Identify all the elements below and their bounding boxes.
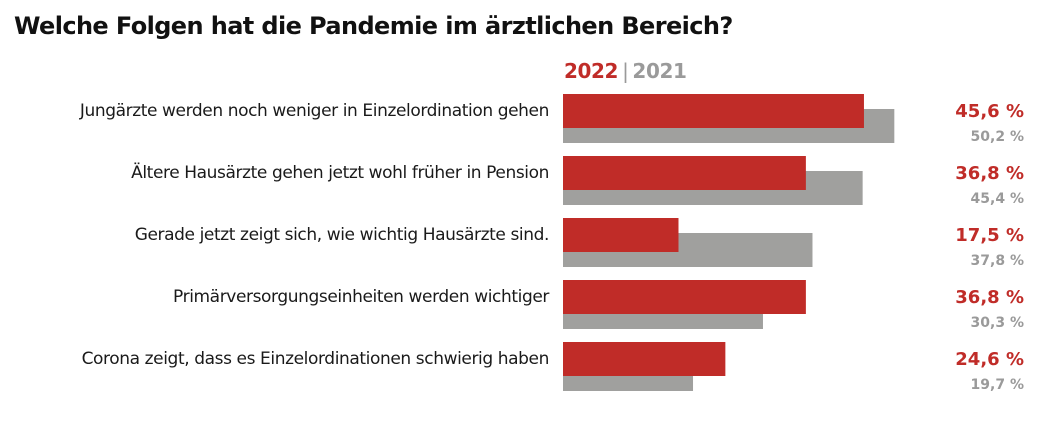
bar-2022 [563, 342, 726, 376]
value-label-2022: 24,6 % [955, 349, 1024, 370]
category-label: Jungärzte werden noch weniger in Einzelo… [79, 101, 549, 121]
category-label: Primärversorgungseinheiten werden wichti… [173, 287, 549, 307]
legend-2021: 2021 [632, 59, 687, 83]
legend-separator: | [622, 59, 629, 83]
category-label: Gerade jetzt zeigt sich, wie wichtig Hau… [135, 225, 549, 245]
value-label-2022: 36,8 % [955, 163, 1024, 184]
legend: 2022 | 2021 [564, 59, 687, 83]
legend-2022: 2022 [564, 59, 619, 83]
value-label-2021: 19,7 % [971, 377, 1024, 393]
value-label-2022: 45,6 % [955, 101, 1024, 122]
bar-2022 [563, 156, 806, 190]
value-label-2022: 17,5 % [955, 225, 1024, 246]
value-label-2021: 37,8 % [971, 253, 1024, 269]
category-label: Ältere Hausärzte gehen jetzt wohl früher… [131, 162, 549, 183]
chart-title: Welche Folgen hat die Pandemie im ärztli… [14, 12, 733, 40]
category-label: Corona zeigt, dass es Einzelordinationen… [82, 349, 549, 369]
value-label-2021: 30,3 % [971, 315, 1024, 331]
bar-2022 [563, 218, 679, 252]
value-label-2021: 50,2 % [971, 129, 1024, 145]
bar-2022 [563, 280, 806, 314]
value-label-2021: 45,4 % [971, 191, 1024, 207]
bar-2022 [563, 94, 864, 128]
value-label-2022: 36,8 % [955, 287, 1024, 308]
